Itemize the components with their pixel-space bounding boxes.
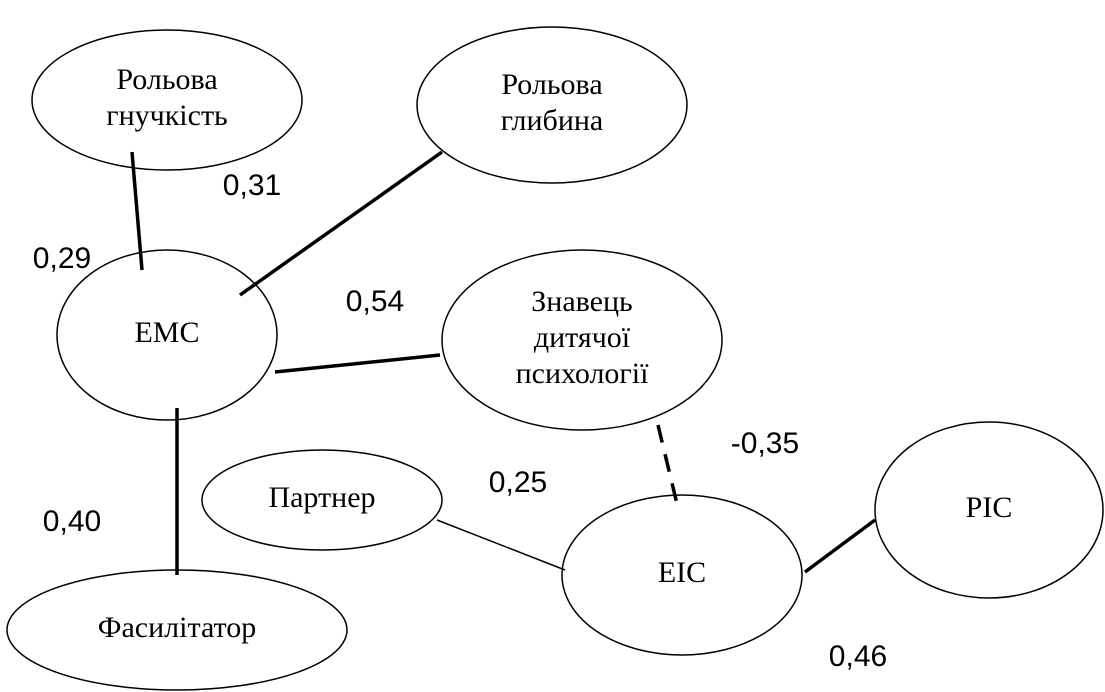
node bbox=[416, 26, 688, 184]
node-label: Рольова bbox=[116, 63, 217, 96]
node-label: Знавець bbox=[531, 285, 632, 318]
edge-label: 0,29 bbox=[33, 242, 91, 275]
node bbox=[201, 449, 443, 551]
edge bbox=[436, 519, 566, 571]
node-label: ЕІС bbox=[658, 556, 706, 589]
node-label: глибина bbox=[501, 104, 604, 137]
edge-label: -0,35 bbox=[731, 427, 799, 460]
node-label: Рольова bbox=[501, 68, 602, 101]
node bbox=[874, 421, 1104, 599]
edge-label: 0,46 bbox=[829, 640, 887, 673]
edge bbox=[238, 150, 444, 297]
edge bbox=[803, 518, 877, 574]
edge bbox=[274, 353, 441, 374]
edge-label: 0,40 bbox=[43, 505, 101, 538]
node-label: дитячої bbox=[534, 321, 631, 354]
node-label: гнучкість bbox=[106, 99, 227, 132]
node-label: РІС bbox=[966, 491, 1013, 524]
node bbox=[56, 249, 278, 421]
node bbox=[441, 249, 723, 431]
node-label: психології bbox=[516, 357, 649, 390]
edge-label: 0,25 bbox=[489, 466, 547, 499]
edge bbox=[656, 424, 680, 509]
node-label: ЕМС bbox=[134, 316, 199, 349]
edge bbox=[130, 151, 144, 271]
edge-label: 0,31 bbox=[223, 169, 281, 202]
edge-label: 0,54 bbox=[346, 285, 404, 318]
node-label: Фасилітатор bbox=[98, 611, 256, 644]
node bbox=[561, 494, 803, 656]
node-label: Партнер bbox=[268, 481, 375, 514]
node bbox=[31, 29, 303, 171]
